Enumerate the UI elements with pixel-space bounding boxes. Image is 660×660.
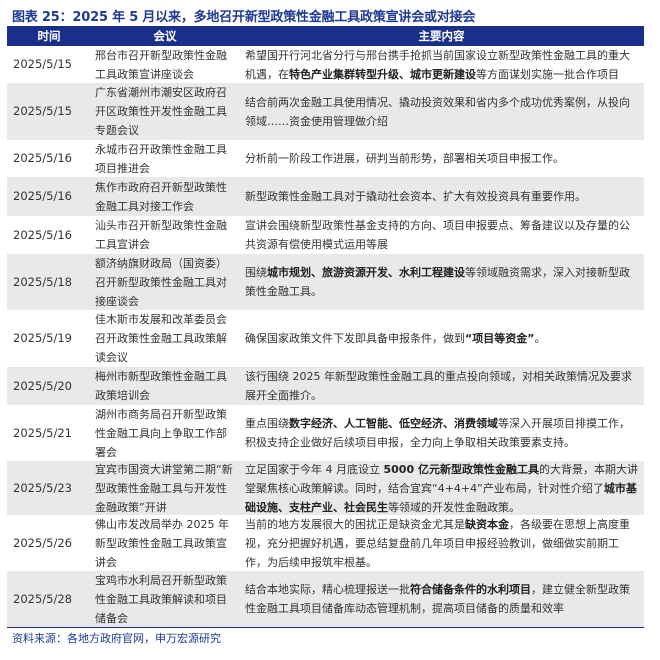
content-cell: 当前的地方发展很大的困扰正是缺资金尤其是缺资本金，各级要在思想上高度重视，充分把… [239, 515, 644, 572]
meeting-cell: 广东省潮州市潮安区政府召开区政策性开发性金融工具专题会议 [95, 86, 227, 137]
content-text: 等领域的开发性金融政策。 [388, 500, 520, 514]
content-text: 分析前一阶段工作进展，研判当前形势，部署相关项目申报工作。 [245, 152, 564, 165]
meeting-cell: 焦作市政府召开新型政策性金融工具对接工作会 [95, 180, 227, 213]
date-cell: 2025/5/16 [13, 227, 72, 242]
meeting-cell: 邢台市召开新型政策性金融工具政策宣讲座谈会 [95, 48, 227, 81]
table-row: 2025/5/16 焦作市政府召开新型政策性金融工具对接工作会 新型政策性金融工具对… [7, 177, 644, 216]
content-cell: 希望国开行河北省分行与邢台携手抢抓当前国家设立新型政策性金融工具的重大机遇，在特… [239, 46, 644, 84]
date-cell: 2025/5/16 [13, 151, 72, 165]
content-text: 立足国家于今年 4 月底设立 [245, 462, 384, 476]
content-text: 确保国家政策文件下发即具备申报条件，做到 [245, 332, 465, 345]
meetings-table: 时间 会议 主要内容 2025/5/15 邢台市召开新型政策性金融工具政策宣讲座谈… [7, 26, 644, 628]
date-cell: 2025/5/23 [13, 480, 72, 495]
date-cell: 2025/5/18 [13, 274, 72, 289]
table-row: 2025/5/16 汕头市召开新型政策性金融工具宣讲会 宣讲会围绕新型政策性基金支持… [7, 216, 644, 254]
content-cell: 确保国家政策文件下发即具备申报条件，做到“项目等资金”。 [239, 329, 644, 348]
meeting-cell: 佛山市发改局举办 2025 年新型政策性金融工具政策宣讲会 [95, 517, 229, 569]
content-text: 当前的地方发展很大的困扰正是缺资金尤其是 [245, 517, 465, 531]
content-text: 宣讲会围绕新型政策性基金支持的方向、项目申报要点、筹备建议以及存量的公共资源有偿… [245, 219, 630, 251]
content-text: 新型政策性金融工具对于撬动社会资本、扩大有效投资具有重要作用。 [245, 190, 586, 203]
content-cell: 分析前一阶段工作进展，研判当前形势，部署相关项目申报工作。 [239, 149, 644, 168]
date-cell: 2025/5/15 [13, 104, 72, 118]
content-text: 等深入开展项目排摸工作，积极支持企业做好后续项目申报，全力向上争取相关政策要素支… [245, 417, 630, 449]
table-row: 2025/5/19 佳木斯市发展和改革委员会召开政策性金融工具政策解读会议 确保国家… [7, 310, 644, 367]
meeting-cell: 永城市召开政策性金融工具项目推进会 [95, 142, 227, 175]
content-text: 等领域融资需求，深入对接新型政策性金融工具。 [245, 266, 630, 298]
content-cell: 重点围绕数字经济、人工智能、低空经济、消费领域等深入开展项目排摸工作，积极支持企… [239, 414, 644, 452]
date-cell: 2025/5/26 [13, 535, 72, 550]
meeting-cell: 宝鸡市水利局召开新型政策性金融工具政策解读和项目储备会 [95, 573, 227, 625]
content-text: 该行围绕 2025 年新型政策性金融工具的重点投向领域，对相关政策情况及要求展开… [245, 370, 632, 402]
content-cell: 围绕城市规划、旅游资源开发、水利工程建设等领域融资需求，深入对接新型政策性金融工… [239, 263, 644, 301]
meeting-cell: 梅州市新型政策性金融工具政策培训会 [95, 370, 227, 402]
table-row: 2025/5/21 湖州市商务局召开新型政策性金融工具向上争取工作部署会 重点围绕数… [7, 405, 644, 461]
table-header: 时间 会议 主要内容 [7, 26, 644, 46]
content-text: 结合本地实际，精心梳理报送一批 [245, 583, 410, 596]
table-body: 2025/5/15 邢台市召开新型政策性金融工具政策宣讲座谈会 希望国开行河北省分行… [7, 46, 644, 627]
date-cell: 2025/5/15 [13, 57, 72, 71]
content-text: ，建立健全新型政策性金融工具项目储备库动态管理机制，提高项目储备的质量和效率 [245, 583, 630, 615]
highlight-text: 5000 亿元新型政策性金融工具 [383, 462, 539, 476]
highlight-text: 特色产业集群转型升级、城市更新建设 [289, 67, 476, 81]
date-cell: 2025/5/21 [13, 425, 72, 440]
content-cell: 立足国家于今年 4 月底设立 5000 亿元新型政策性金融工具的大背景，本期大讲… [239, 460, 644, 517]
content-text: 围绕 [245, 266, 267, 279]
table-row: 2025/5/16 永城市召开政策性金融工具项目推进会 分析前一阶段工作进展，研判当… [7, 140, 644, 177]
date-cell: 2025/5/28 [13, 591, 72, 606]
header-time: 时间 [37, 29, 61, 43]
content-cell: 宣讲会围绕新型政策性基金支持的方向、项目申报要点、筹备建议以及存量的公共资源有偿… [239, 216, 644, 254]
table-row: 2025/5/26 佛山市发改局举办 2025 年新型政策性金融工具政策宣讲会 当前… [7, 515, 644, 571]
content-cell: 结合本地实际，精心梳理报送一批符合储备条件的水利项目，建立健全新型政策性金融工具… [239, 580, 644, 618]
header-meeting: 会议 [153, 29, 177, 43]
content-cell: 新型政策性金融工具对于撬动社会资本、扩大有效投资具有重要作用。 [239, 187, 644, 206]
table-row: 2025/5/15 邢台市召开新型政策性金融工具政策宣讲座谈会 希望国开行河北省分行… [7, 46, 644, 83]
content-cell: 该行围绕 2025 年新型政策性金融工具的重点投向领域，对相关政策情况及要求展开… [239, 367, 644, 405]
highlight-text: 数字经济、人工智能、低空经济、消费领域 [289, 417, 498, 430]
meeting-cell: 汕头市召开新型政策性金融工具宣讲会 [95, 219, 227, 251]
table-row: 2025/5/23 宜宾市国资大讲堂第二期“新型政策性金融工具与开发性金融政策”开… [7, 461, 644, 515]
table-row: 2025/5/15 广东省潮州市潮安区政府召开区政策性开发性金融工具专题会议 结合前… [7, 83, 644, 140]
table-row: 2025/5/18 额济纳旗财政局（国资委）召开新型政策性金融工具对接座谈会 围绕城… [7, 254, 644, 310]
content-text: ，各级要在思想上高度重视，充分把握好机遇，要总结复盘前几年项目申报经验教训，做细… [245, 517, 630, 569]
content-text: 的大背景，本期大讲堂聚焦核心政策解读。同时，结合宜宾“4+4+4”产业布局，针对… [245, 462, 638, 495]
content-text: 结合前两次金融工具使用情况、撬动投资效果和省内多个成功优秀案例，从投向领域……资… [245, 95, 630, 128]
content-text: 。 [534, 332, 546, 345]
highlight-text: “项目等资金” [465, 332, 535, 345]
meeting-cell: 宜宾市国资大讲堂第二期“新型政策性金融工具与开发性金融政策”开讲 [95, 462, 233, 514]
date-cell: 2025/5/20 [13, 378, 72, 393]
content-text: 希望国开行河北省分行与邢台携手抢抓当前国家设立新型政策性金融工具的重大机遇，在 [245, 48, 630, 81]
highlight-text: 城市基础设施、支柱产业、社会民生 [245, 481, 637, 514]
date-cell: 2025/5/19 [13, 331, 72, 345]
header-content: 主要内容 [418, 29, 465, 43]
table-row: 2025/5/28 宝鸡市水利局召开新型政策性金融工具政策解读和项目储备会 结合本地… [7, 571, 644, 627]
figure-title: 图表 25：2025 年 5 月以来，多地召开新型政策性金融工具政策宣讲会或对接… [12, 10, 476, 25]
highlight-text: 缺资本金 [465, 517, 509, 531]
highlight-text: 城市规划、旅游资源开发、水利工程建设 [267, 266, 465, 279]
content-text: 等方面谋划实施一批合作项目 [476, 67, 619, 81]
table-row: 2025/5/20 梅州市新型政策性金融工具政策培训会 该行围绕 2025 年新型政… [7, 367, 644, 405]
meeting-cell: 额济纳旗财政局（国资委）召开新型政策性金融工具对接座谈会 [95, 256, 227, 308]
content-text: 重点围绕 [245, 417, 289, 430]
meeting-cell: 湖州市商务局召开新型政策性金融工具向上争取工作部署会 [95, 407, 227, 459]
source-note: 资料来源：各地方政府官网，申万宏源研究 [12, 632, 221, 645]
meeting-cell: 佳木斯市发展和改革委员会召开政策性金融工具政策解读会议 [95, 313, 227, 364]
highlight-text: 符合储备条件的水利项目 [410, 583, 531, 596]
date-cell: 2025/5/16 [13, 189, 72, 203]
content-cell: 结合前两次金融工具使用情况、撬动投资效果和省内多个成功优秀案例，从投向领域……资… [239, 93, 644, 131]
